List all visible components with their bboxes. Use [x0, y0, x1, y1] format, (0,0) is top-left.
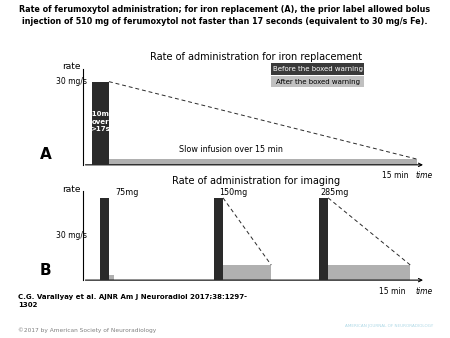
Text: AINR: AINR [274, 301, 342, 325]
Bar [92, 82, 109, 165]
Text: rate: rate [63, 62, 81, 71]
Bar [271, 63, 364, 75]
Text: Rate of administration for imaging: Rate of administration for imaging [172, 175, 340, 186]
Text: ©2017 by American Society of Neuroradiology: ©2017 by American Society of Neuroradiol… [18, 327, 156, 333]
Bar [320, 198, 328, 280]
Text: 15 min: 15 min [378, 287, 405, 296]
Text: A: A [40, 147, 51, 162]
Text: Slow infusion over 15 min: Slow infusion over 15 min [179, 145, 283, 154]
Text: Rate of ferumoxytol administration; for iron replacement (A), the prior label al: Rate of ferumoxytol administration; for … [19, 5, 431, 26]
Text: time: time [416, 171, 433, 180]
Bar [223, 265, 271, 280]
Bar [107, 275, 114, 280]
Text: After the boxed warning: After the boxed warning [275, 79, 360, 84]
Bar [328, 265, 410, 280]
Text: Rate of administration for iron replacement: Rate of administration for iron replacem… [150, 52, 362, 62]
Text: 510mg
over
>17s: 510mg over >17s [87, 111, 114, 132]
Text: rate: rate [63, 185, 81, 194]
Text: AMERICAN JOURNAL OF NEURORADIOLOGY: AMERICAN JOURNAL OF NEURORADIOLOGY [345, 324, 433, 328]
Text: time: time [416, 287, 433, 296]
Bar [109, 159, 417, 165]
Text: 30 mg/s: 30 mg/s [56, 231, 87, 240]
Text: 150mg: 150mg [219, 188, 247, 196]
Text: B: B [40, 263, 51, 278]
Bar [271, 76, 364, 88]
Text: 30 mg/s: 30 mg/s [56, 77, 87, 86]
Text: 15 min: 15 min [382, 171, 408, 180]
Bar [214, 198, 223, 280]
Text: 75mg: 75mg [115, 188, 139, 196]
Bar [100, 198, 108, 280]
Text: C.G. Varallyay et al. AJNR Am J Neuroradiol 2017;38:1297-
1302: C.G. Varallyay et al. AJNR Am J Neurorad… [18, 294, 247, 308]
Text: 285mg: 285mg [321, 188, 349, 196]
Text: Before the boxed warning: Before the boxed warning [273, 66, 363, 72]
